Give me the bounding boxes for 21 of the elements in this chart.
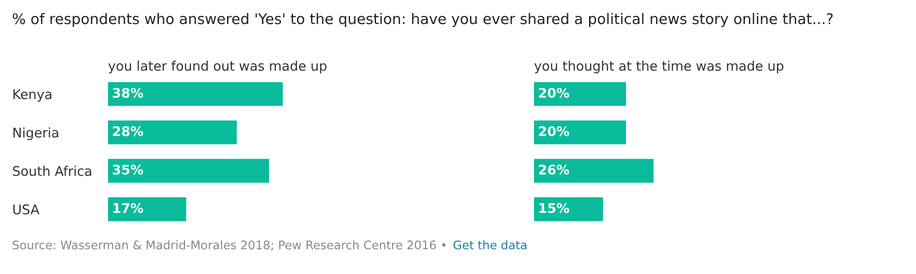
chart-subtitle: you thought at the time was made up	[534, 60, 784, 74]
source-note: Source: Wasserman & Madrid-Morales 2018; Pew Research Centre 2016 •	[12, 240, 446, 251]
y-tick-label: USA	[13, 204, 40, 214]
y-tick-label: South Africa	[13, 166, 92, 176]
y-tick-label: Nigeria	[13, 127, 58, 140]
data-label: 20%	[539, 126, 570, 136]
data-label: 17%	[113, 203, 144, 214]
text: % of respondents who answered 'Yes' to the question: have you ever shared a political news story online that...?	[12, 12, 833, 28]
bar	[108, 120, 237, 144]
data-label: 15%	[539, 203, 570, 214]
data-label: 26%	[539, 164, 570, 175]
y-tick-label: Kenya	[13, 89, 52, 102]
chart-subtitle: you later found out was made up	[108, 60, 326, 74]
data-label: 38%	[112, 88, 144, 98]
bar	[108, 197, 186, 222]
data-label: 35%	[112, 164, 144, 175]
text: Get the data	[454, 240, 526, 250]
data-label: 20%	[539, 88, 570, 98]
bar	[108, 158, 269, 183]
data-label: 28%	[113, 126, 144, 136]
bar	[108, 82, 283, 106]
